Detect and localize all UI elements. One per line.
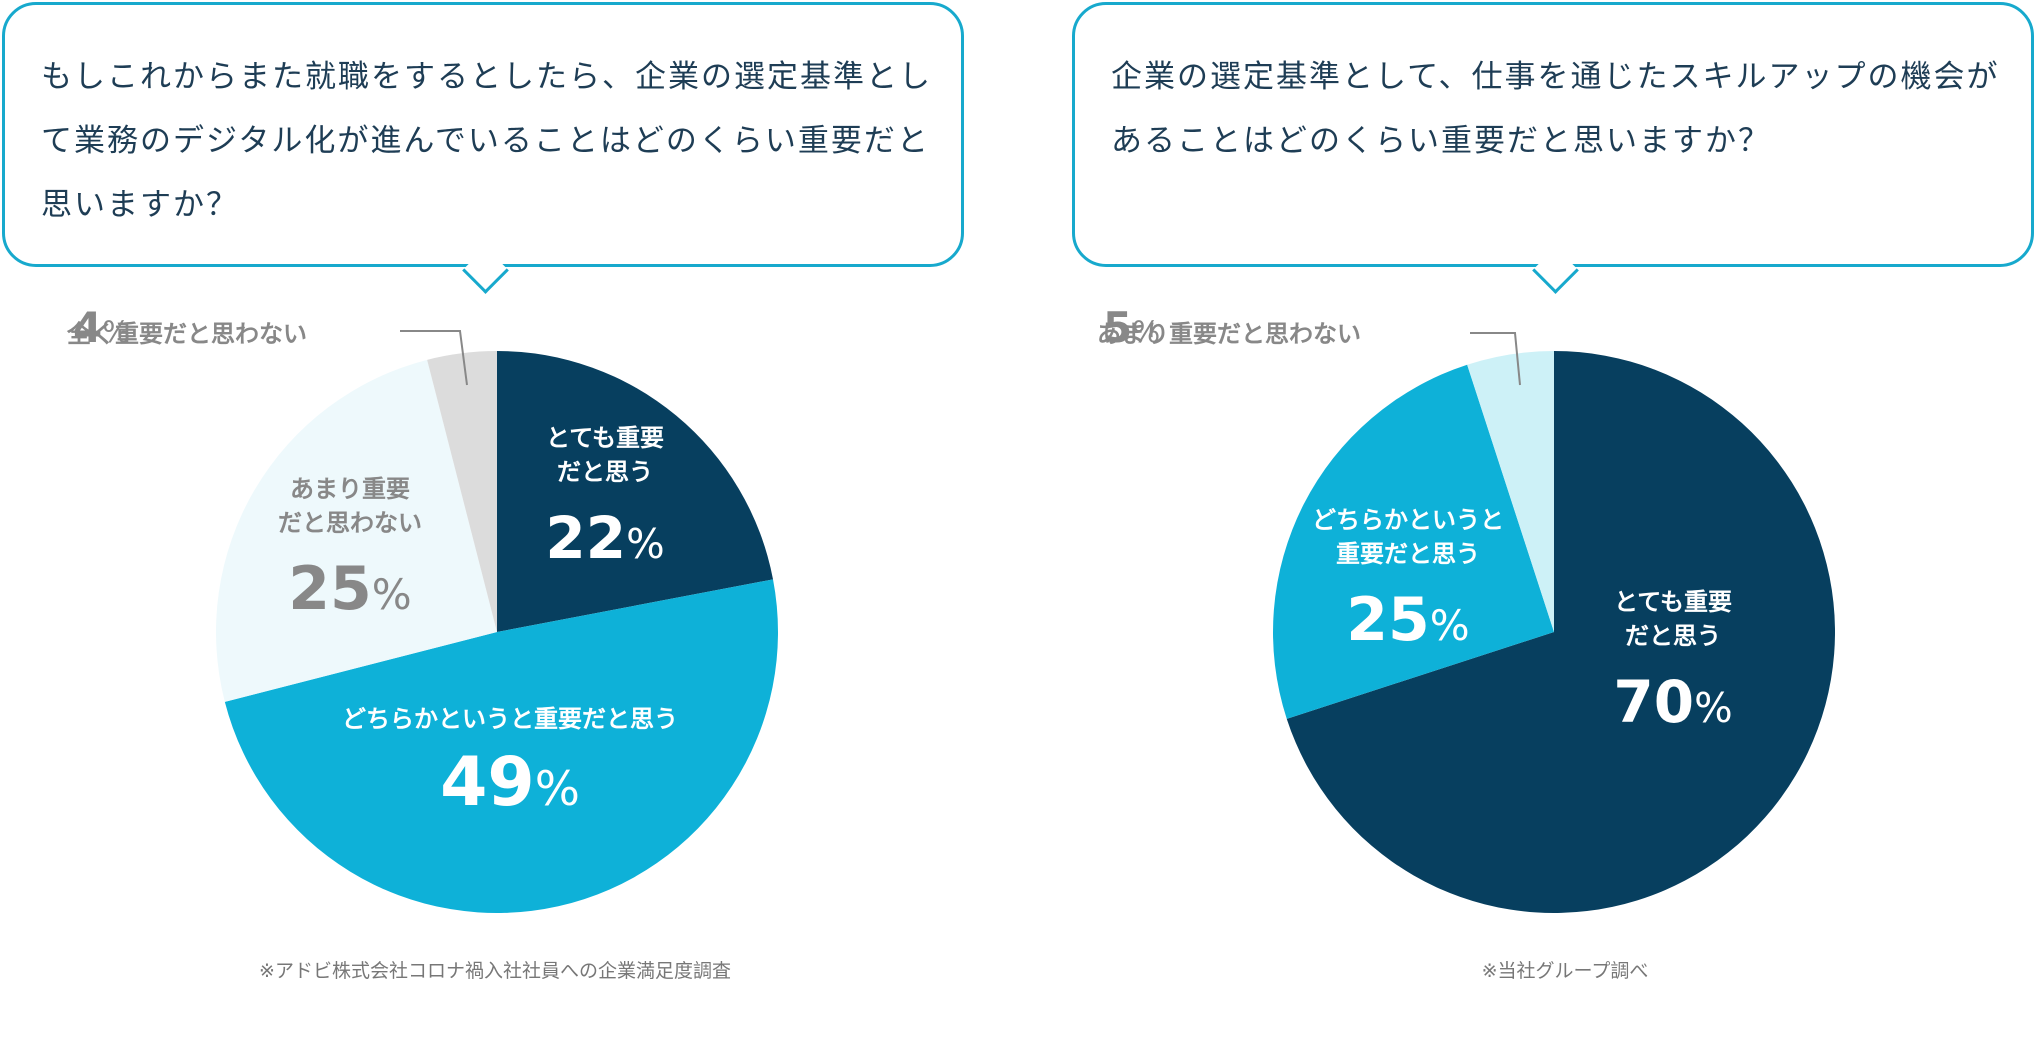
slice-category-text: どちらかというと重要だと思う [342,705,678,733]
question-bubble-right: 企業の選定基準として、仕事を通じたスキルアップの機会があることはどのくらい重要だ… [1072,2,2034,267]
question-bubble-left: もしこれからまた就職をするとしたら、企業の選定基準として業務のデジタル化が進んで… [2,2,964,267]
leader-line [400,330,468,386]
slice-percent-text: 25% [288,554,411,624]
slice-category-text: どちらかというと [1312,506,1504,534]
source-note-left: ※アドビ株式会社コロナ禍入社社員への企業満足度調査 [259,960,731,982]
slice-category-text: 重要だと思う [1336,540,1480,568]
slice-percent-text: 70% [1613,668,1732,736]
slice-percent-text: 4% [73,303,130,352]
question-text-left: もしこれからまた就職をするとしたら、企業の選定基準として業務のデジタル化が進んで… [41,59,932,223]
pie-slice-4 [427,351,497,632]
slice-percent-text: 25% [1346,585,1469,655]
pie-slice-1 [497,351,774,632]
slice-category-text: だと思う [557,458,653,486]
chart-panel-right: 企業の選定基準として、仕事を通じたスキルアップの機会があることはどのくらい重要だ… [1070,0,2040,1048]
slice-label-3: あまり重要だと思わない 25% [278,475,422,624]
pie-slice-2 [224,579,778,913]
slice-category-text: あまり重要だと思わない [1097,320,1361,348]
pie-slice-3 [1467,351,1554,632]
slice-category-text: だと思わない [278,509,422,537]
slice-category-text: だと思う [1625,622,1721,650]
slice-category-text: とても重要 [1614,588,1732,616]
slice-label-2: どちらかというと重要だと思う 25% [1312,506,1504,655]
pie-slice-2 [1273,364,1554,719]
slice-category-text: とても重要 [546,424,664,452]
question-text-right: 企業の選定基準として、仕事を通じたスキルアップの機会があることはどのくらい重要だ… [1111,59,2000,159]
source-note-right: ※当社グループ調べ [1481,960,1649,982]
pie-slice-3 [215,359,497,702]
pie-slice-1 [1286,351,1835,913]
slice-percent-text: 49% [440,743,580,822]
slice-label-2: どちらかというと重要だと思う 49% [342,705,678,822]
slice-category-text: あまり重要 [290,475,410,503]
slice-category-text: 全く重要だと思わない [66,320,307,348]
slice-percent-text: 5% [1103,303,1160,352]
leader-line [1470,332,1521,386]
chart-panel-left: もしこれからまた就職をするとしたら、企業の選定基準として業務のデジタル化が進んで… [0,0,990,1048]
slice-percent-text: 22% [545,504,664,572]
